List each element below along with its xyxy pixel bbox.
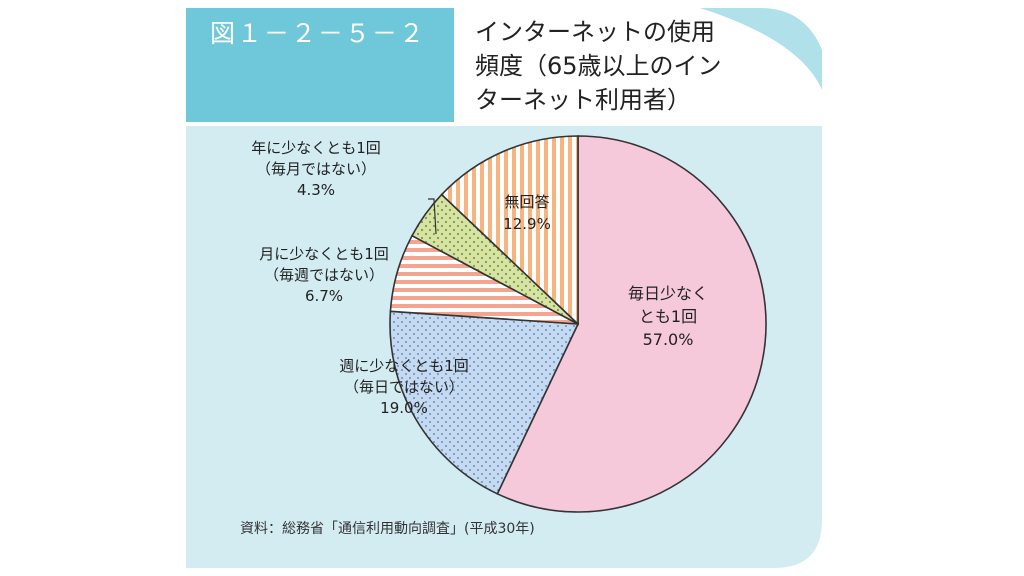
leader-line-yearly [428,198,437,235]
pie-chart [389,135,767,513]
slice-label-3: 年に少なくとも1回 （毎月ではない） 4.3% [251,139,381,199]
slice-category-label: とも1回 [639,307,697,326]
title-line-2: 頻度（65歳以上のイン [475,52,722,80]
slice-category-label: （毎月ではない） [256,160,376,178]
slice-value-label: 57.0% [643,330,694,349]
pie-slice-0 [496,135,767,513]
title-line-1: インターネットの使用 [475,18,715,46]
slice-label-1: 週に少なくとも1回 （毎日ではない） 19.0% [339,357,469,417]
slice-value-label: 4.3% [297,181,335,199]
title-line-3: ターネット利用者） [475,86,691,114]
slice-category-label: （毎週ではない） [264,266,384,284]
pie-slice-4 [440,135,579,326]
slice-value-label: 6.7% [305,287,343,305]
header-band [186,8,454,122]
slice-value-label: 19.0% [380,399,428,417]
pie-slice-1 [389,310,580,495]
slice-category-label: 無回答 [504,193,549,211]
slice-category-label: 毎日少なく [628,284,708,303]
slice-category-label: 年に少なくとも1回 [251,139,381,157]
slice-category-label: （毎日ではない） [344,378,464,396]
slice-label-2: 月に少なくとも1回 （毎週ではない） 6.7% [259,245,389,305]
figure-number: 図１－２－５－２ [210,19,426,48]
leader-lines [428,198,437,235]
slice-category-label: 月に少なくとも1回 [259,245,389,263]
slice-label-4: 無回答 12.9% [503,193,551,233]
slice-value-label: 12.9% [503,215,551,233]
header-curl [700,8,822,90]
title-box [454,8,818,122]
slice-category-label: 週に少なくとも1回 [339,357,469,375]
source-note: 資料：総務省「通信利用動向調査」(平成30年) [240,521,535,537]
